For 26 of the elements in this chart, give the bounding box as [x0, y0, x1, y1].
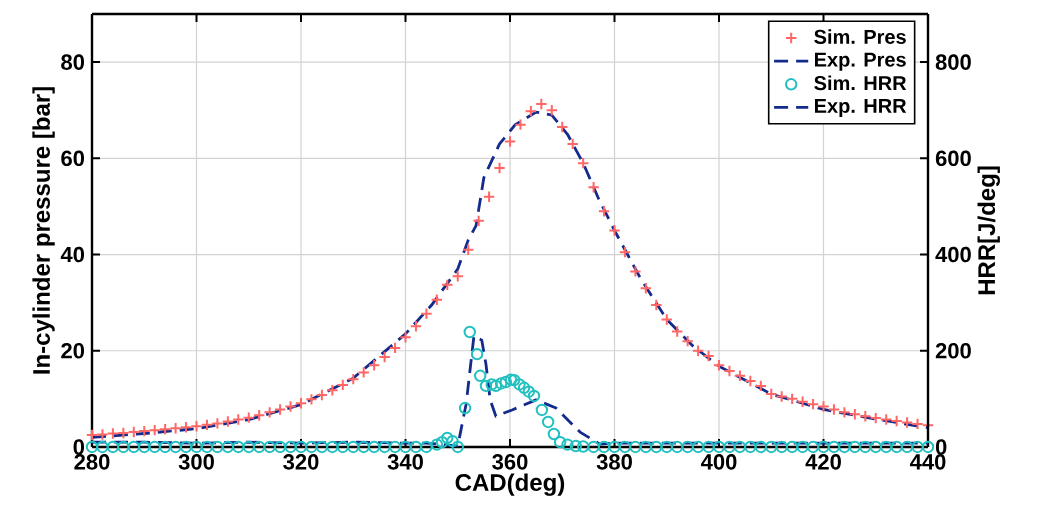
x-tick-label: 440: [909, 454, 946, 470]
legend-label: Exp. HRR: [814, 99, 907, 117]
x-tick-label: 420: [805, 454, 841, 470]
x-tick-label: 360: [492, 454, 528, 470]
legend-label: Exp. Pres: [814, 52, 906, 71]
y2-tick-label: 800: [935, 54, 971, 70]
legend-label: Sim. HRR: [814, 75, 907, 91]
legend-label: Sim. Pres: [814, 29, 906, 44]
y-axis-title: In-cylinder pressure [bar]: [32, 87, 55, 374]
x-tick-label: 300: [178, 454, 214, 470]
y-tick-label: 60: [61, 150, 85, 167]
y-tick-label: 0: [73, 439, 85, 455]
y-tick-label: 80: [61, 54, 85, 70]
x-tick-label: 320: [283, 454, 319, 470]
x-axis-title: CAD(deg): [455, 473, 565, 496]
y2-axis-title: HRR[J/deg]: [977, 166, 1000, 295]
x-tick-label: 400: [700, 454, 737, 470]
x-tick-label: 280: [74, 454, 110, 470]
y2-tick-label: 400: [935, 246, 971, 263]
y-tick-label: 40: [60, 246, 85, 263]
y-tick-label: 20: [61, 343, 85, 359]
x-tick-label: 380: [596, 454, 632, 470]
y2-tick-label: 0: [935, 439, 947, 455]
y2-tick-label: 600: [935, 150, 971, 167]
y2-tick-label: 200: [935, 343, 971, 359]
x-tick-label: 340: [387, 454, 423, 470]
